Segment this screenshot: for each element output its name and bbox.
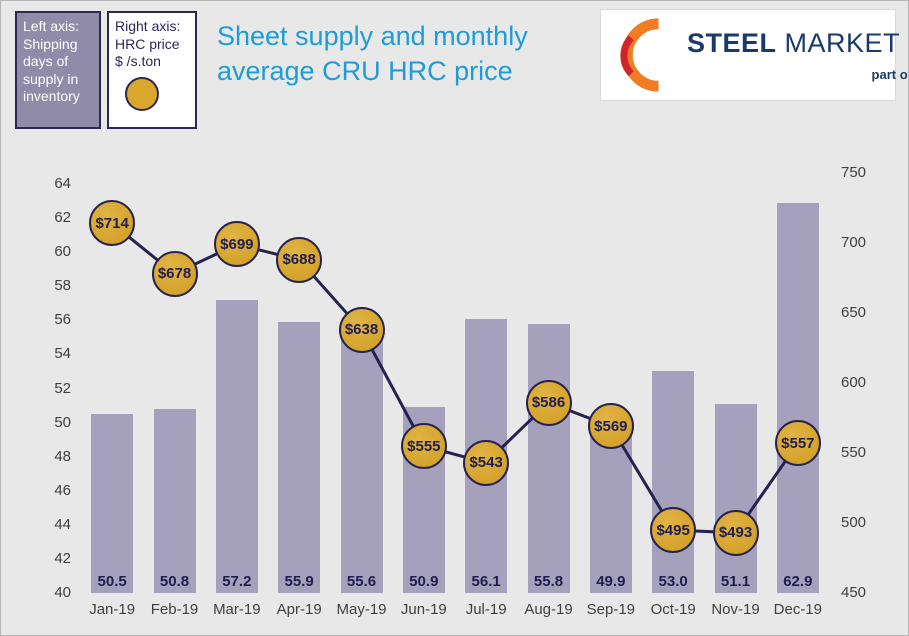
hrc-price-marker: $555 [400, 423, 447, 469]
x-axis-label: Mar-19 [213, 601, 261, 618]
logo-wordmark: STEEL MARKET UPDATE [687, 27, 909, 59]
logo-swoosh-icon [620, 18, 659, 92]
left-axis-tick: 44 [54, 515, 71, 533]
left-axis-tick: 50 [54, 413, 71, 431]
x-axis-label: Dec-19 [773, 601, 822, 618]
supply-bar [652, 371, 695, 593]
supply-bar-value: 49.9 [596, 573, 626, 590]
hrc-price-marker: $714 [89, 200, 136, 247]
x-axis-label: Jul-19 [465, 601, 507, 618]
supply-bar [91, 414, 134, 593]
hrc-price-marker: $688 [276, 236, 323, 283]
x-axis-label: Nov-19 [711, 601, 760, 618]
right-axis-tick: 500 [841, 514, 867, 531]
left-axis-tick: 56 [54, 311, 71, 329]
hrc-price-marker: $495 [650, 507, 697, 553]
supply-bar-value: 53.0 [658, 573, 688, 590]
left-axis-tick: 52 [54, 379, 71, 397]
supply-bar [776, 202, 819, 593]
supply-bar [215, 299, 258, 593]
logo-text: STEEL MARKET UPDATE part of the CRU Grou… [685, 27, 909, 83]
plot-area: 50.5 50.8 57.2 55.9 55.6 50.9 56.1 55.8 49.9 53.0… [81, 169, 829, 593]
hrc-price-marker: $543 [463, 439, 510, 486]
hrc-price-marker: $699 [213, 221, 260, 268]
x-axis-label: Oct-19 [650, 601, 696, 618]
hrc-price-marker: $638 [338, 306, 385, 353]
legend-left-axis-label: Left axis: Shipping days of supply in in… [23, 18, 80, 104]
supply-bar-value: 51.1 [720, 573, 751, 590]
legend-left-axis: Left axis: Shipping days of supply in in… [15, 11, 101, 129]
x-axis-label: Jun-19 [400, 601, 447, 618]
logo-word-update: UPDATE [908, 28, 909, 58]
supply-bar-value: 50.8 [159, 573, 190, 590]
hrc-price-marker: $493 [712, 509, 759, 556]
right-axis-tick: 600 [841, 374, 867, 391]
logo-tagline-prefix: part of the [871, 67, 908, 82]
x-axis-label: Aug-19 [524, 601, 573, 618]
supply-bar-value: 55.8 [533, 573, 564, 590]
supply-bar [340, 327, 383, 593]
supply-bar-value: 56.1 [471, 573, 501, 590]
hrc-price-marker: $569 [587, 403, 634, 450]
right-axis-tick: 450 [841, 584, 867, 601]
left-axis-tick: 48 [54, 447, 71, 465]
x-axis-label: Feb-19 [150, 601, 199, 618]
hrc-price-marker-icon [125, 76, 159, 111]
right-axis-tick: 750 [841, 164, 867, 181]
supply-bar-value: 50.9 [409, 573, 439, 590]
hrc-price-marker: $557 [774, 420, 821, 467]
left-axis-tick: 60 [54, 243, 71, 261]
right-axis-tick: 700 [841, 234, 867, 251]
left-axis-tick: 58 [54, 277, 71, 295]
steel-market-update-logo: STEEL MARKET UPDATE part of the CRU Grou… [600, 9, 908, 101]
left-axis-tick: 54 [54, 345, 71, 363]
x-axis-label: May-19 [336, 601, 387, 618]
hrc-price-marker: $678 [151, 250, 198, 297]
supply-bar-value: 55.9 [284, 573, 314, 590]
supply-bar-value: 50.5 [97, 573, 127, 590]
supply-bar-value: 62.9 [783, 573, 813, 590]
supply-bar [527, 323, 570, 593]
logo-tagline: part of the CRU Group [871, 67, 908, 83]
logo-word-market: MARKET [784, 27, 900, 58]
supply-bar [153, 408, 196, 593]
left-axis-tick: 42 [54, 549, 71, 567]
hrc-price-marker: $586 [525, 379, 572, 426]
x-axis-label: Jan-19 [89, 601, 136, 618]
right-axis-tick: 550 [841, 444, 867, 461]
supply-bar-value: 57.2 [222, 573, 252, 590]
chart-title: Sheet supply and monthly average CRU HRC… [217, 21, 528, 87]
supply-bar-value: 55.6 [346, 573, 377, 590]
logo-word-steel: STEEL [687, 27, 777, 58]
x-axis-label: Apr-19 [276, 601, 322, 618]
left-axis-tick: 64 [54, 175, 71, 192]
supply-bar [278, 322, 321, 593]
left-axis-tick: 40 [54, 584, 71, 601]
left-axis-tick: 46 [54, 481, 71, 499]
x-axis-label: Sep-19 [586, 601, 636, 618]
right-axis-tick: 650 [841, 304, 867, 321]
legend-right-axis: Right axis: HRC price $ /s.ton [107, 11, 197, 129]
left-axis-tick: 62 [54, 209, 71, 227]
legend-right-axis-label: Right axis: HRC price $ /s.ton [115, 18, 181, 69]
supply-bar [714, 403, 757, 593]
